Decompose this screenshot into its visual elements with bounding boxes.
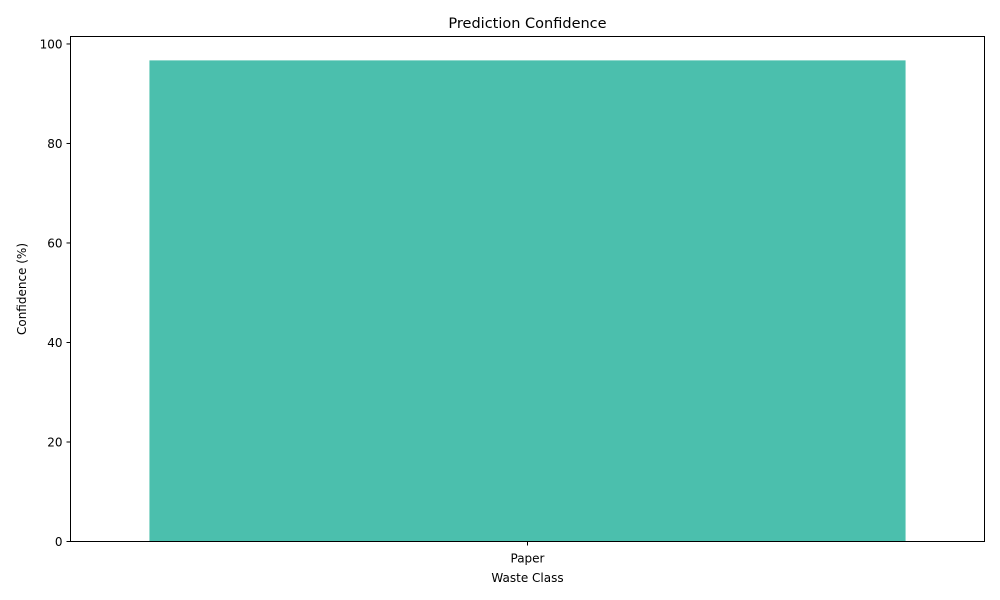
- y-tick-label: 80: [47, 137, 62, 151]
- y-tick-label: 0: [55, 535, 63, 549]
- x-axis-ticks: Paper: [511, 541, 545, 566]
- y-tick-label: 60: [47, 236, 62, 250]
- bar-paper: [149, 60, 906, 542]
- y-tick-label: 100: [40, 37, 63, 51]
- y-axis-ticks: 0 20 40 60 80 100: [40, 37, 71, 549]
- x-axis-label: Waste Class: [491, 571, 563, 585]
- y-tick-label: 20: [47, 435, 62, 449]
- chart-title: Prediction Confidence: [448, 16, 606, 32]
- x-tick-label: Paper: [511, 552, 545, 566]
- plot-area: [149, 60, 906, 542]
- axes-frame: [70, 36, 985, 542]
- y-tick-label: 40: [47, 336, 62, 350]
- y-axis-label: Confidence (%): [15, 243, 29, 335]
